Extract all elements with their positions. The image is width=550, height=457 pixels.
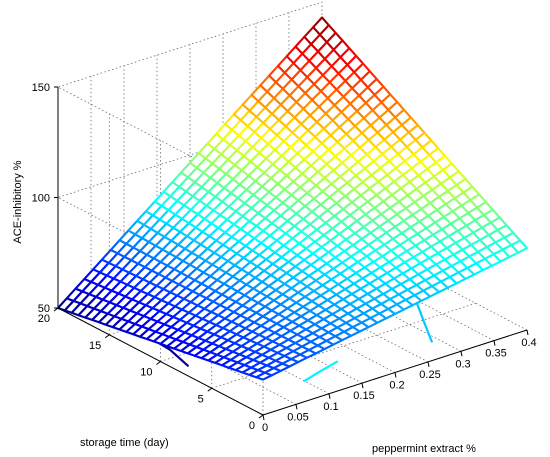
surface-cell [510,239,529,254]
y-tick-mark [104,334,110,339]
y-tick-label: 5 [198,393,204,405]
x-tick-label: 0.4 [521,337,536,349]
x-tick-label: 0.15 [353,390,374,402]
x-tick-mark [361,383,364,389]
x-tick-label: 0 [262,422,268,434]
tick-labels: 50 100 150 0 5 10 15 20 0 0.05 0.1 0.15 0.2 0.25 0.3 0.… [32,82,537,434]
x-tick-mark [526,329,529,336]
x-tick-mark [295,404,298,410]
y-tick-label: 10 [140,367,152,379]
y-axis-label: storage time (day) [80,437,169,449]
y-tick-label: 15 [89,340,101,352]
x-tick-mark [493,340,496,346]
response-surface [56,16,529,381]
z-axis-label: ACE-inhibitory % [12,160,24,243]
x-tick-label: 0.2 [389,380,404,392]
x-tick-label: 0.1 [323,401,338,413]
contour-line [303,360,339,382]
y-tick-mark [53,307,59,312]
x-axis-label: peppermint extract % [372,443,476,455]
y-tick-mark [258,414,264,419]
y-tick-label: 20 [38,313,50,325]
x-tick-label: 0.05 [287,411,308,423]
x-tick-mark [394,372,397,378]
x-tick-mark [460,351,463,357]
x-tick-mark [427,361,430,367]
y-tick-label: 0 [249,420,255,432]
z-tick-label: 150 [32,82,50,94]
z-tick-label: 50 [38,303,50,315]
z-tick-label: 100 [32,193,50,205]
x-tick-label: 0.3 [455,358,470,370]
x-tick-label: 0.25 [419,369,440,381]
x-tick-mark [262,414,265,421]
y-tick-mark [156,361,161,365]
x-tick-label: 0.35 [485,348,506,360]
x-tick-mark [328,393,331,399]
axis-lines [53,86,529,421]
y-tick-mark [207,387,213,392]
